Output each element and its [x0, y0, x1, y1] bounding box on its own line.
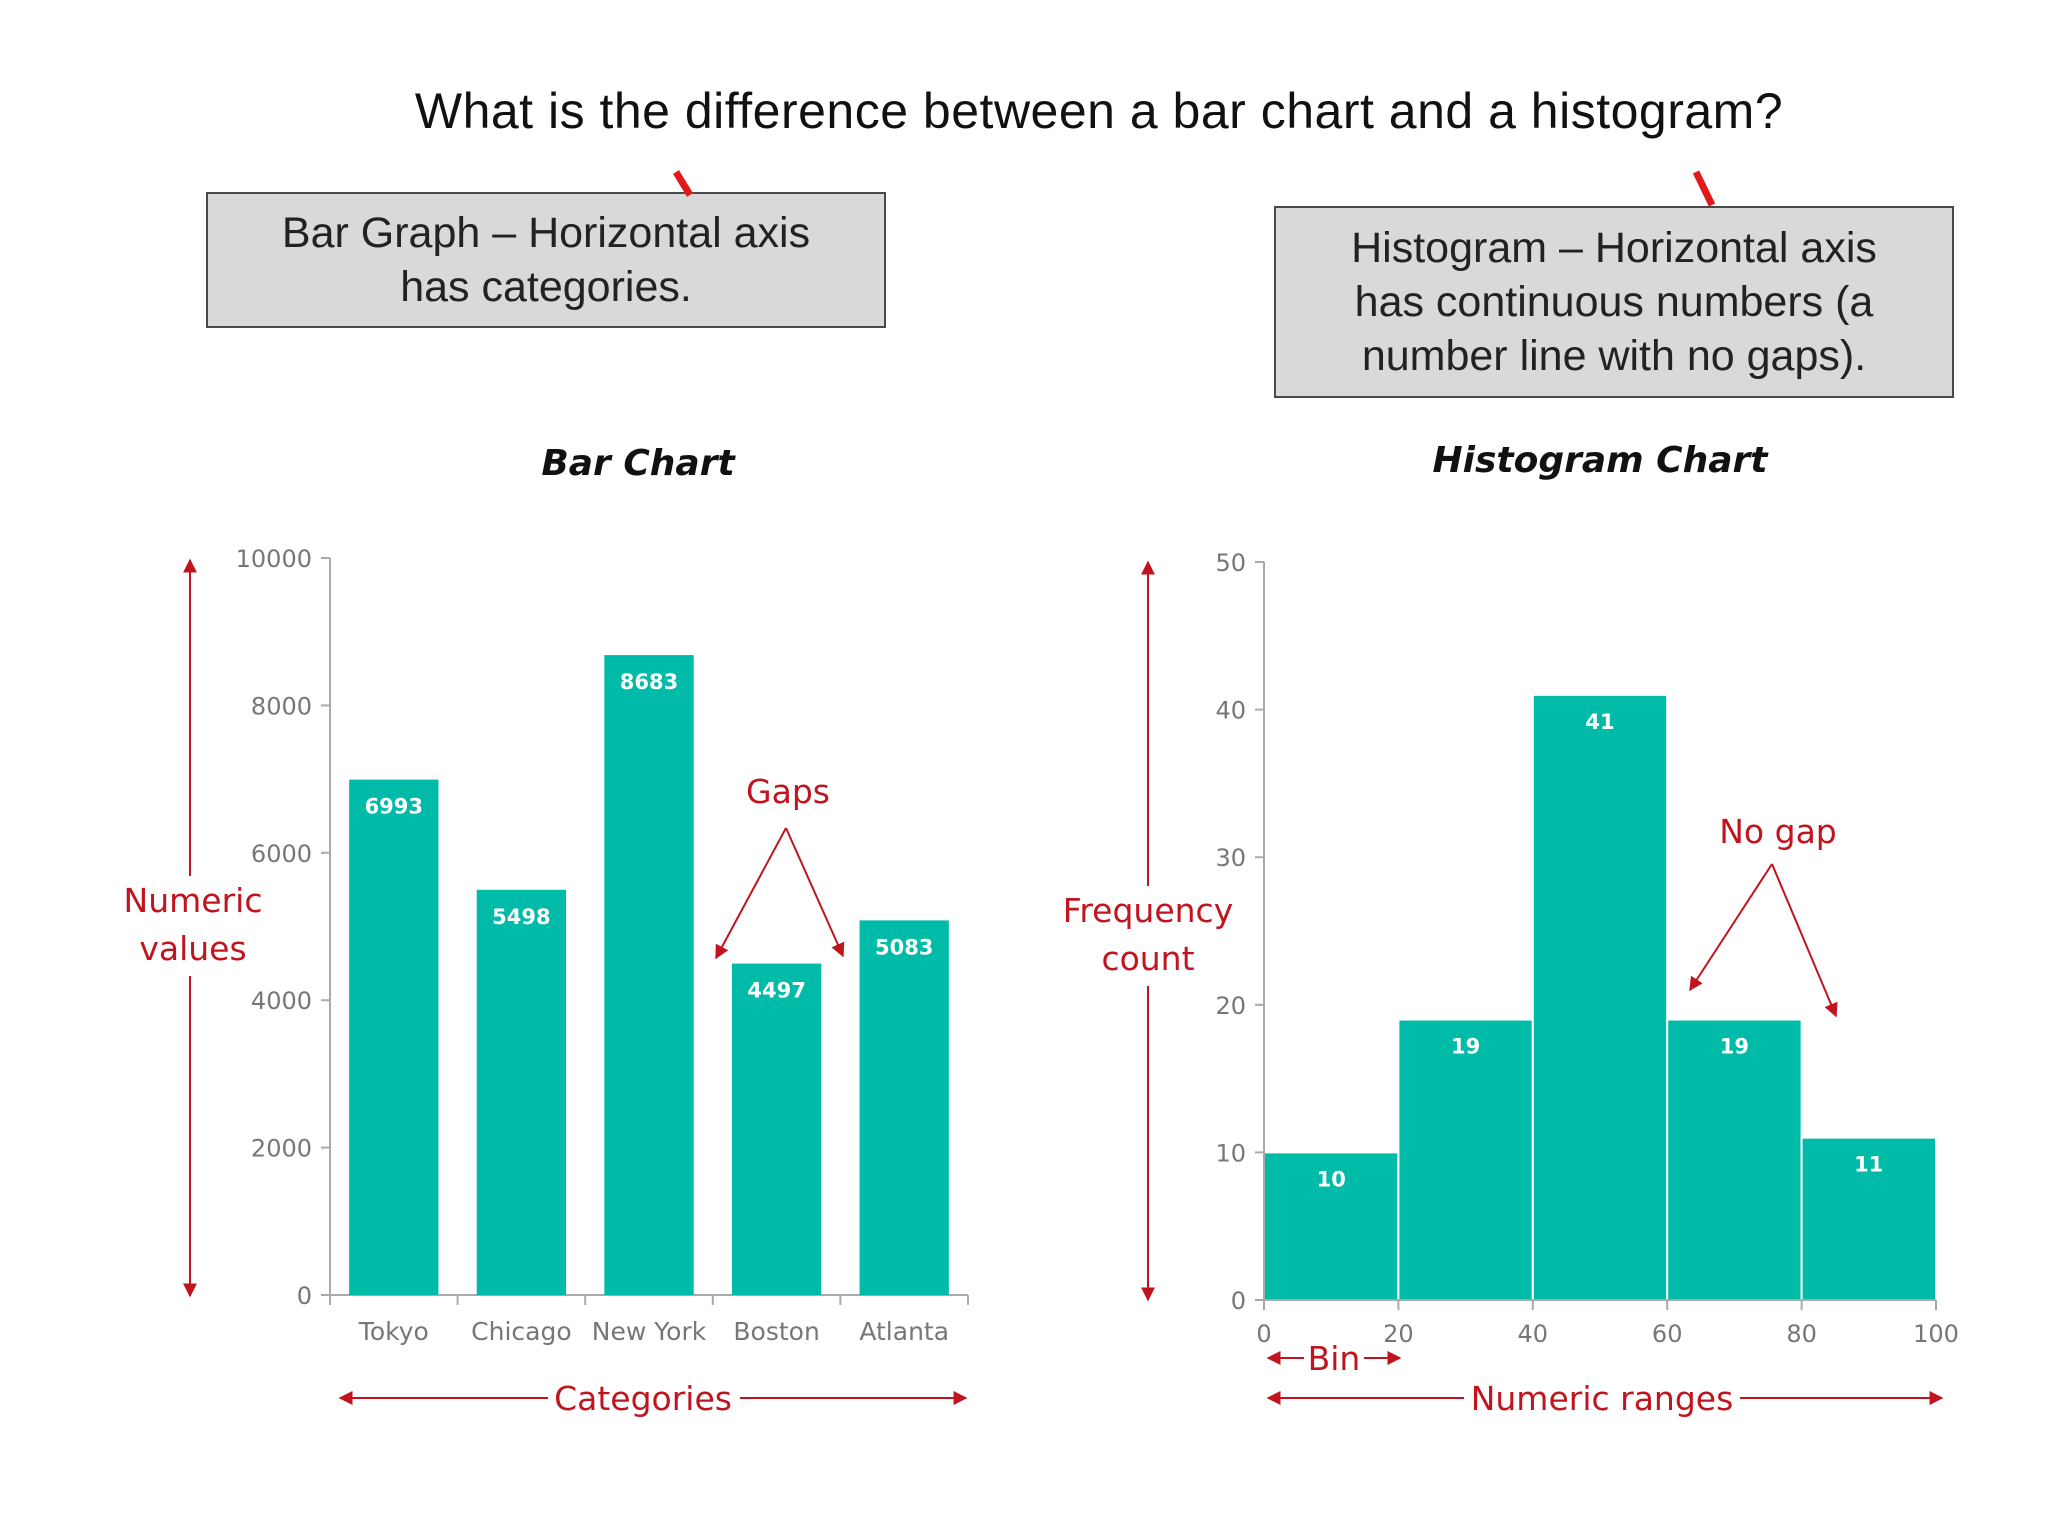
x-tick-label: 80	[1786, 1320, 1817, 1348]
callout-pointer	[673, 170, 693, 197]
bar-chart-title: Bar Chart	[541, 443, 736, 484]
y-tick-label: 10000	[236, 545, 312, 573]
histogram-callout: Histogram – Horizontal axis has continuo…	[1274, 206, 1954, 398]
no-gap-arrow	[1689, 863, 1773, 992]
x-category-label: Chicago	[471, 1317, 571, 1346]
y-tick-label: 6000	[251, 840, 312, 868]
histogram-bin-bar	[1800, 1136, 1937, 1302]
histogram-bin-bar	[1666, 1018, 1803, 1301]
data-label: 10	[1317, 1167, 1346, 1191]
y-tick-label: 0	[1231, 1287, 1246, 1315]
no-gap-arrow	[1771, 863, 1838, 1018]
x-category-label: New York	[592, 1317, 707, 1346]
data-label: 4497	[747, 979, 805, 1003]
bar-chart-y-axis: 0 2000 4000 6000 8000 10000	[236, 545, 331, 1310]
bar	[476, 889, 567, 1295]
annotation-backdrop	[120, 876, 262, 976]
annotation-backdrop	[1056, 886, 1242, 986]
y-tick-label: 4000	[251, 987, 312, 1015]
gaps-arrow	[785, 827, 845, 958]
x-category-label: Boston	[733, 1317, 819, 1346]
y-tick-label: 40	[1215, 697, 1246, 725]
y-tick-label: 8000	[251, 692, 312, 720]
gaps-label: Gaps	[746, 772, 830, 811]
histogram-bin-bar	[1263, 1151, 1400, 1302]
frequency-label: Frequency	[1063, 891, 1233, 930]
callout-pointer	[1692, 170, 1716, 207]
bin-label: Bin	[1308, 1339, 1361, 1378]
histogram-y-axis: 0 10 20 30 40 50	[1215, 549, 1265, 1315]
y-tick-label: 2000	[251, 1135, 312, 1163]
data-label: 6993	[365, 795, 423, 819]
x-tick-label: 0	[1256, 1320, 1271, 1348]
data-label: 8683	[620, 670, 678, 694]
histogram-x-axis: 0 20 40 60 80 100	[1256, 1299, 1959, 1348]
data-label: 11	[1854, 1153, 1883, 1177]
numeric-ranges-label: Numeric ranges	[1471, 1379, 1734, 1418]
data-label: 19	[1720, 1035, 1749, 1059]
callout-line: number line with no gaps).	[1361, 332, 1867, 380]
data-label: 41	[1585, 710, 1614, 734]
histogram-bin-bar	[1397, 1018, 1534, 1301]
x-tick-label: 100	[1913, 1320, 1959, 1348]
callout-line: Histogram – Horizontal axis	[1351, 224, 1877, 272]
x-tick-label: 40	[1518, 1320, 1549, 1348]
bar-chart-x-axis: Tokyo Chicago New York Boston Atlanta	[329, 1294, 969, 1346]
gaps-arrow	[715, 827, 787, 960]
callout-line: has continuous numbers (a	[1354, 278, 1874, 326]
bar	[731, 963, 822, 1295]
categories-label: Categories	[554, 1379, 732, 1418]
numeric-label: Numeric	[124, 881, 263, 920]
y-tick-label: 50	[1215, 549, 1246, 577]
histogram-chart-title: Histogram Chart	[1432, 440, 1769, 481]
callout-line: Bar Graph – Horizontal axis	[281, 209, 811, 257]
y-tick-label: 30	[1215, 844, 1246, 872]
data-label: 5498	[492, 905, 550, 929]
slide-title: What is the difference between a bar cha…	[414, 83, 1784, 139]
data-label: 5083	[875, 935, 933, 959]
bar-chart-bars: 6993 5498 8683 4497 5083	[349, 655, 949, 1295]
bar-graph-callout: Bar Graph – Horizontal axis has categori…	[206, 192, 886, 328]
x-category-label: Atlanta	[859, 1317, 949, 1346]
count-label: count	[1101, 939, 1194, 978]
histogram-bars: 10 19 41 19 11	[1263, 693, 1937, 1302]
y-tick-label: 10	[1215, 1139, 1246, 1167]
y-tick-label: 0	[297, 1282, 312, 1310]
x-tick-label: 20	[1383, 1320, 1414, 1348]
data-label: 19	[1451, 1035, 1480, 1059]
histogram-bin-bar	[1531, 693, 1669, 1301]
values-label: values	[139, 929, 246, 968]
x-category-label: Tokyo	[358, 1317, 429, 1346]
callout-line: has categories.	[400, 263, 692, 311]
bar	[604, 655, 694, 1295]
y-tick-label: 20	[1215, 992, 1246, 1020]
x-tick-label: 60	[1652, 1320, 1683, 1348]
bar	[859, 920, 949, 1295]
no-gap-label: No gap	[1719, 812, 1836, 851]
bar	[349, 779, 439, 1295]
